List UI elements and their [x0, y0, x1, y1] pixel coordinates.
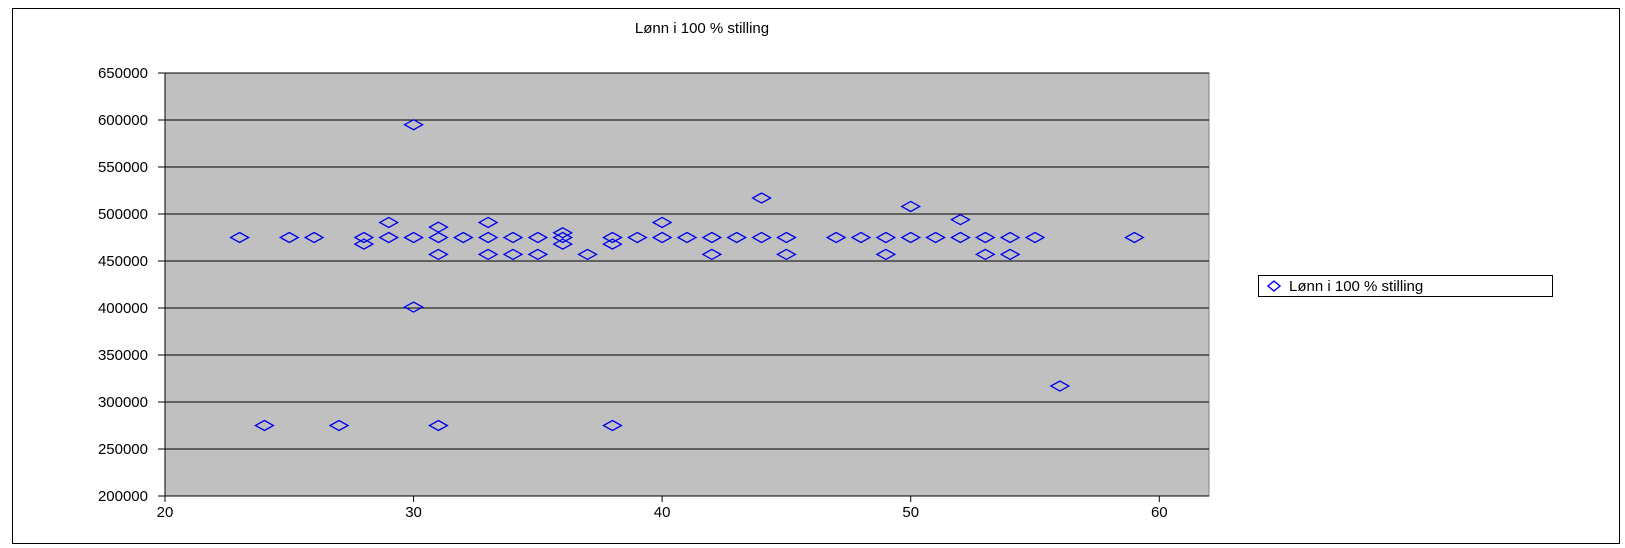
data-point — [527, 248, 549, 261]
data-point — [602, 231, 623, 244]
data-point — [403, 231, 424, 244]
data-point — [726, 231, 748, 244]
data-point — [651, 216, 673, 229]
y-tick-label: 600000 — [98, 112, 148, 129]
data-point — [403, 301, 424, 313]
data-point — [776, 248, 797, 261]
data-point — [950, 231, 971, 244]
data-point — [428, 248, 449, 261]
data-point — [626, 231, 648, 244]
y-tick-label: 300000 — [98, 394, 148, 411]
data-point — [825, 231, 847, 244]
data-point — [452, 231, 474, 244]
data-point — [1024, 231, 1046, 244]
data-point — [602, 419, 623, 432]
data-point — [1049, 380, 1071, 392]
data-point — [477, 231, 499, 244]
data-point — [776, 231, 797, 244]
data-point — [552, 231, 574, 244]
data-point — [403, 118, 424, 131]
y-tick-label: 250000 — [98, 441, 148, 458]
data-point — [651, 231, 673, 244]
data-point — [925, 231, 946, 244]
data-point — [602, 238, 623, 250]
data-point — [974, 231, 996, 244]
x-tick-label: 20 — [157, 504, 174, 521]
data-point — [751, 192, 772, 204]
data-point — [278, 231, 300, 244]
data-point — [229, 231, 250, 244]
legend-label: Lønn i 100 % stilling — [1289, 277, 1424, 295]
plot-area — [164, 72, 1210, 497]
data-point — [428, 419, 449, 432]
x-tick-label: 60 — [1151, 504, 1168, 521]
y-tick-label: 650000 — [98, 65, 148, 82]
x-tick-label: 40 — [654, 504, 671, 521]
data-point — [875, 248, 897, 261]
data-point — [701, 231, 723, 244]
data-point — [875, 231, 897, 244]
data-point — [900, 200, 922, 213]
data-point — [701, 248, 723, 261]
data-point — [751, 231, 772, 244]
data-point — [999, 248, 1021, 261]
data-point — [378, 216, 400, 229]
data-point — [353, 231, 375, 244]
x-tick-label: 50 — [902, 504, 919, 521]
data-point — [477, 248, 499, 261]
data-point — [353, 238, 375, 250]
data-point — [999, 231, 1021, 244]
data-point — [428, 231, 449, 244]
x-tick-label: 30 — [405, 504, 422, 521]
data-point — [974, 248, 996, 261]
data-point — [552, 227, 574, 239]
data-point — [502, 231, 524, 244]
chart-title: Lønn i 100 % stilling — [635, 20, 769, 37]
data-point — [900, 231, 922, 244]
y-tick-label: 450000 — [98, 253, 148, 270]
legend: Lønn i 100 % stilling — [1258, 275, 1553, 297]
y-tick-label: 200000 — [98, 488, 148, 505]
data-point — [676, 231, 698, 244]
y-tick-label: 350000 — [98, 347, 148, 364]
data-point — [477, 216, 499, 229]
data-point — [502, 248, 524, 261]
data-point — [850, 231, 872, 244]
data-point — [950, 213, 971, 226]
data-point — [328, 419, 350, 432]
data-point — [303, 231, 325, 244]
data-point — [1124, 231, 1145, 244]
y-tick-label: 500000 — [98, 206, 148, 223]
legend-marker-icon — [1259, 276, 1289, 296]
data-point — [577, 248, 598, 261]
y-tick-label: 400000 — [98, 300, 148, 317]
data-point — [527, 231, 549, 244]
data-point — [552, 238, 574, 250]
data-point — [378, 231, 400, 244]
data-point — [254, 419, 275, 432]
y-tick-label: 550000 — [98, 159, 148, 176]
